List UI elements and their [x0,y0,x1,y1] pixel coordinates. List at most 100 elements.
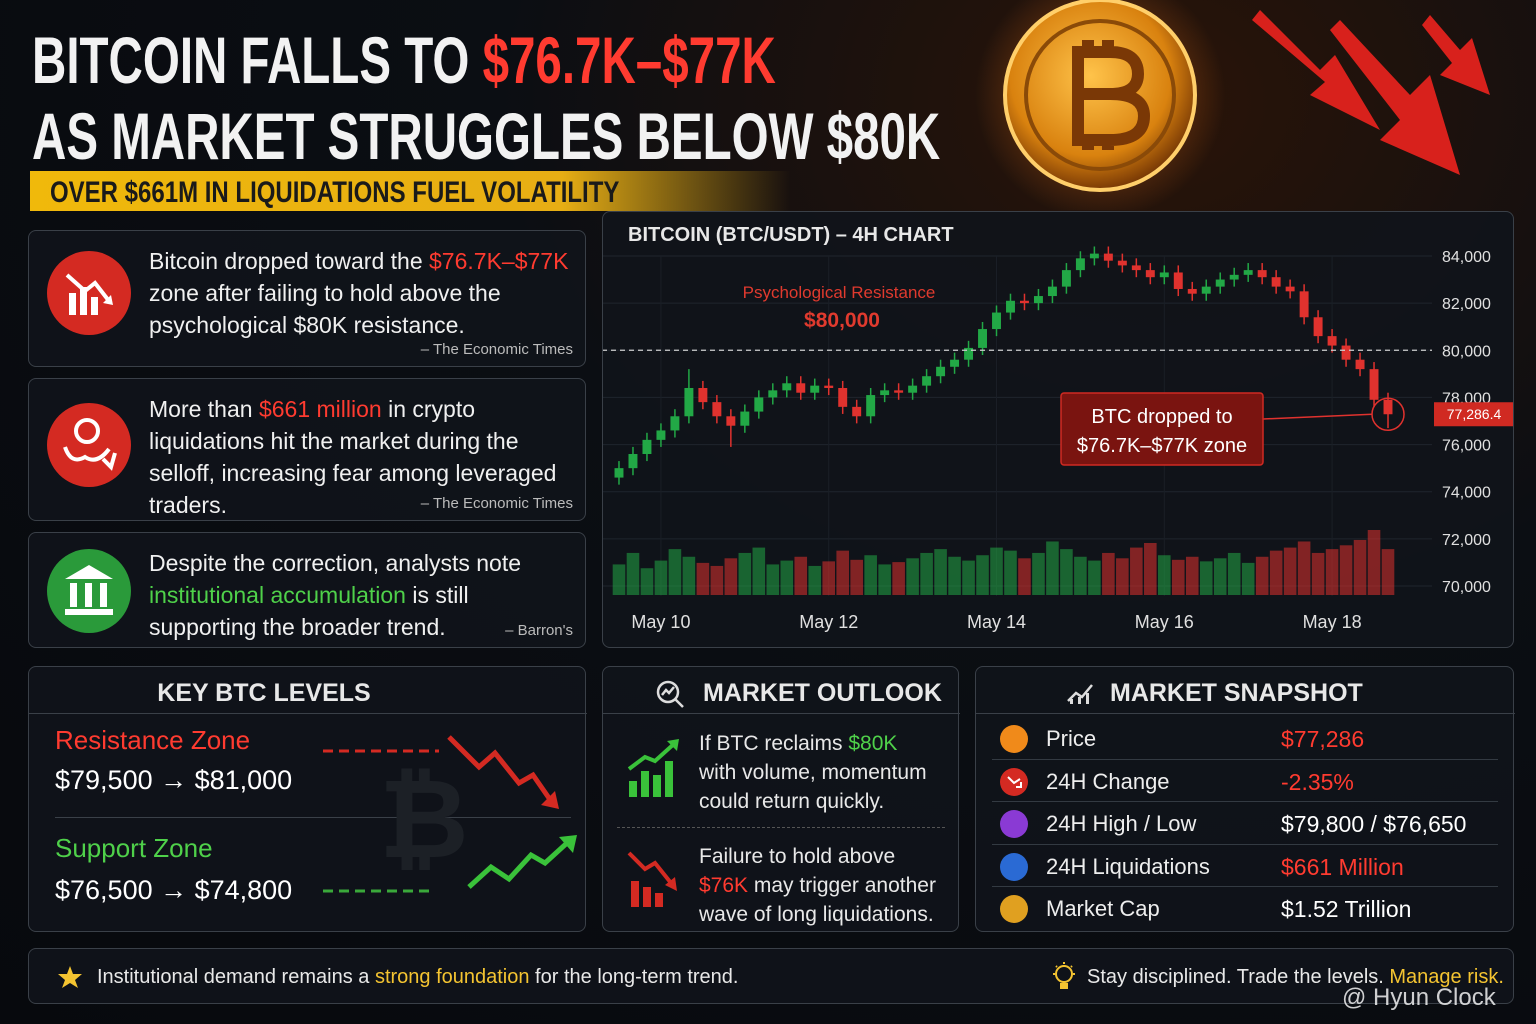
highlight: $661 million [258,396,382,422]
volume-bar [1060,549,1073,595]
volume-bar [1074,556,1087,595]
candle-body [950,359,960,367]
volume-bar [1199,561,1213,595]
text: with volume, momentum could return quick… [699,761,927,813]
volume-bar [654,560,668,595]
resistance-range: $79,500 → $81,000 [55,765,293,795]
candle-body [1187,288,1197,294]
candle-body [614,468,624,478]
footer-left: Institutional demand remains a strong fo… [97,966,738,989]
snapshot-value: $79,800 / $76,650 [1281,811,1467,837]
candle-body [1061,270,1071,287]
volume-bar [626,552,640,595]
candle-body [768,390,778,398]
subtitle: OVER $661M IN LIQUIDATIONS FUEL VOLATILI… [50,176,620,209]
candle-body [1341,345,1351,360]
candle-body [712,402,722,417]
candle-body [922,376,932,386]
subtitle-banner: OVER $661M IN LIQUIDATIONS FUEL VOLATILI… [30,171,790,211]
snapshot-label: Market Cap [1046,896,1160,921]
volume-bar [724,558,738,595]
volume-bar [682,556,696,595]
snapshot-icons [1000,725,1028,923]
volume-bar [1381,549,1395,595]
news-text: More than $661 million in crypto liquida… [149,393,569,521]
resistance-label: Resistance Zone [55,725,251,755]
header-art [975,0,1490,210]
panel-title: MARKET OUTLOOK [703,679,942,707]
candle-body [894,390,904,393]
y-tick-label: 72,000 [1442,532,1491,549]
volume-bar [1171,559,1185,595]
coin-symbol [1072,40,1151,150]
candle-body [1159,272,1169,278]
candle-body [782,383,792,391]
chart-title: BITCOIN (BTC/USDT) – 4H CHART [628,224,954,246]
candle-body [1145,270,1155,278]
panel-title: KEY BTC LEVELS [157,679,371,707]
candle-body [978,329,988,348]
candle-body [1271,277,1281,287]
level-arrows: ₿ [323,735,577,893]
news-source: – The Economic Times [420,341,573,358]
text: Bitcoin dropped toward the [149,248,430,274]
chart-panel: BITCOIN (BTC/USDT) – 4H CHART 70,000 72,0… [602,211,1514,648]
candle-body [726,416,736,426]
candle-body [880,390,890,396]
volume-bar [1004,550,1017,595]
candle-body [656,430,666,440]
snapshot-label: 24H Change [1046,769,1170,794]
candle-body [1257,270,1267,278]
volume-bar [948,556,961,595]
text: in crypto liquidations hit the market du… [149,396,557,518]
volume-bar [780,560,794,595]
volume-bar [934,549,947,595]
snapshot-value: $661 Million [1281,854,1404,880]
candle-body [866,395,876,417]
key-levels-panel: KEY BTC LEVELS Resistance Zone $79,500 →… [28,666,587,932]
y-tick-label: 82,000 [1442,296,1491,313]
candle-body [1299,291,1309,318]
volume-bar [1325,549,1339,595]
candle-body [838,387,848,407]
up-icon [627,739,679,797]
down-icon [627,851,677,907]
candle-body [936,366,946,377]
outlook-text: Failure to hold above $76K may trigger a… [699,842,949,929]
y-tick-label: 70,000 [1442,579,1491,596]
coin-ring [1024,19,1176,171]
title-line-2: AS MARKET STRUGGLES BELOW $80K [32,99,941,173]
callout-text: $76.7K–$77K zone [1077,435,1247,457]
footer: Institutional demand remains a strong fo… [28,948,1514,1004]
snapshot-panel: MARKET SNAPSHOT Price $77,286 24H Change… [975,666,1515,932]
news-text: Despite the correction, analysts note in… [149,547,569,643]
candle-body [684,387,694,417]
highlight-circle [1371,397,1405,431]
volume-bar [738,552,752,595]
news-source: – The Economic Times [420,495,573,512]
volume-bar [850,559,863,595]
snapshot-value: $1.52 Trillion [1281,896,1412,922]
volume-bar [1339,545,1353,595]
volume-bar [1241,562,1255,595]
price-tag [1434,402,1513,427]
volume-bar [1032,552,1045,595]
volume-bar [1269,550,1283,595]
bulb-icon [1053,962,1075,989]
news-icon [47,251,131,335]
volume-bar [1227,552,1241,595]
callout-connector [1262,413,1373,420]
candle-body [1019,300,1029,304]
title-line-1: BITCOIN FALLS TO $76.7K–$77K [32,22,776,98]
x-tick-label: May 10 [631,612,690,632]
candle-body [1075,258,1085,271]
panel-title: MARKET SNAPSHOT [1110,679,1363,707]
volume-bar [1144,543,1157,595]
candle-body [698,387,708,403]
volume-bar [906,558,919,595]
text: Failure to hold above [699,845,896,868]
candle-body [1201,286,1211,294]
volume-bar [962,560,975,595]
candle-body [1383,399,1393,415]
volume-bar [892,562,905,595]
